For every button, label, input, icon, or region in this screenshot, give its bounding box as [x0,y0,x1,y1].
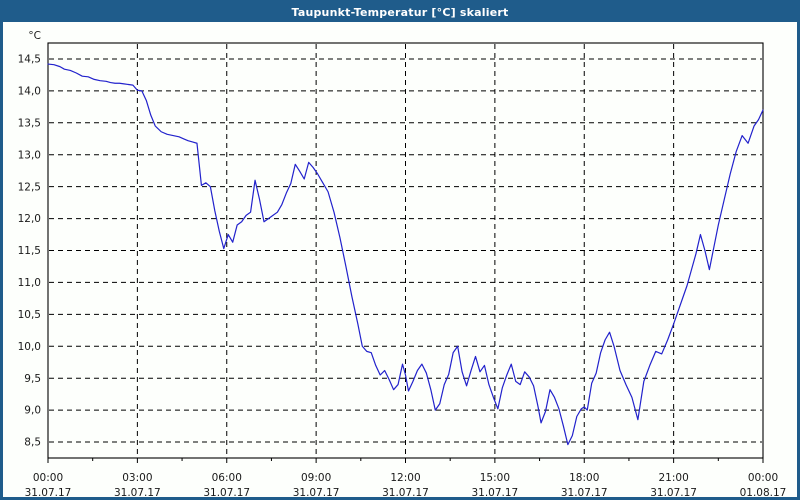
x-axis-time-label: 00:00 [33,472,63,484]
x-axis-time-label: 15:00 [480,472,510,484]
line-chart: 14,5 14,0 13,5 13,0 12,5 12,0 11,5 11,0 10,5 10,0… [18,30,787,497]
y-axis-tick-label: 13,0 [18,149,41,161]
y-axis-tick-label: 14,0 [18,85,41,97]
y-axis-tick-label: 8,5 [24,437,41,449]
x-axis-time-label: 12:00 [390,472,420,484]
y-axis-tick-label: 12,5 [18,181,41,193]
x-axis-date-label: 31.07.17 [561,487,608,497]
plot-border [47,42,764,459]
window-title-bar: Taupunkt-Temperatur [°C] skaliert [3,3,797,22]
page-title: Taupunkt-Temperatur [°C] skaliert [291,6,509,19]
y-axis-tick-label: 12,0 [18,213,41,225]
plot-frame [47,42,764,459]
x-axis-date-label: 31.07.17 [650,487,697,497]
y-axis-tick-label: 10,5 [18,309,41,321]
x-axis-date-label: 31.07.17 [25,487,72,497]
x-axis-date-label: 31.07.17 [382,487,429,497]
grid-layer [49,44,762,457]
x-axis-time-label: 09:00 [301,472,331,484]
axis-ticks [47,458,764,463]
y-axis-unit-label: °C [28,30,41,42]
y-axis-tick-label: 11,0 [18,277,41,289]
x-axis-date-label: 31.07.17 [293,487,340,497]
y-axis-tick-label: 13,5 [18,117,41,129]
x-axis-date-label: 31.07.17 [471,487,518,497]
x-axis-date-label: 31.07.17 [114,487,161,497]
y-axis-tick-label: 10,0 [18,341,41,353]
x-axis-labels: 00:00 31.07.17 03:00 31.07.17 06:00 31.07.17 0… [25,472,787,497]
x-axis-time-label: 03:00 [122,472,152,484]
y-axis-tick-label: 11,5 [18,245,41,257]
series-line-taupunkt [47,63,764,446]
y-axis-labels: 14,5 14,0 13,5 13,0 12,5 12,0 11,5 11,0 10,5 10,0… [18,54,41,449]
chart-canvas: 14,5 14,0 13,5 13,0 12,5 12,0 11,5 11,0 10,5 10,0… [3,22,797,497]
y-axis-tick-label: 14,5 [18,54,41,66]
x-axis-date-label: 31.07.17 [203,487,250,497]
x-axis-time-label: 21:00 [658,472,688,484]
x-axis-time-label: 06:00 [212,472,242,484]
y-axis-tick-label: 9,5 [24,373,41,385]
x-axis-time-label: 18:00 [569,472,599,484]
x-axis-date-label: 01.08.17 [740,487,787,497]
series-layer [47,63,764,446]
x-axis-time-label: 00:00 [748,472,778,484]
y-axis-tick-label: 9,0 [24,405,41,417]
